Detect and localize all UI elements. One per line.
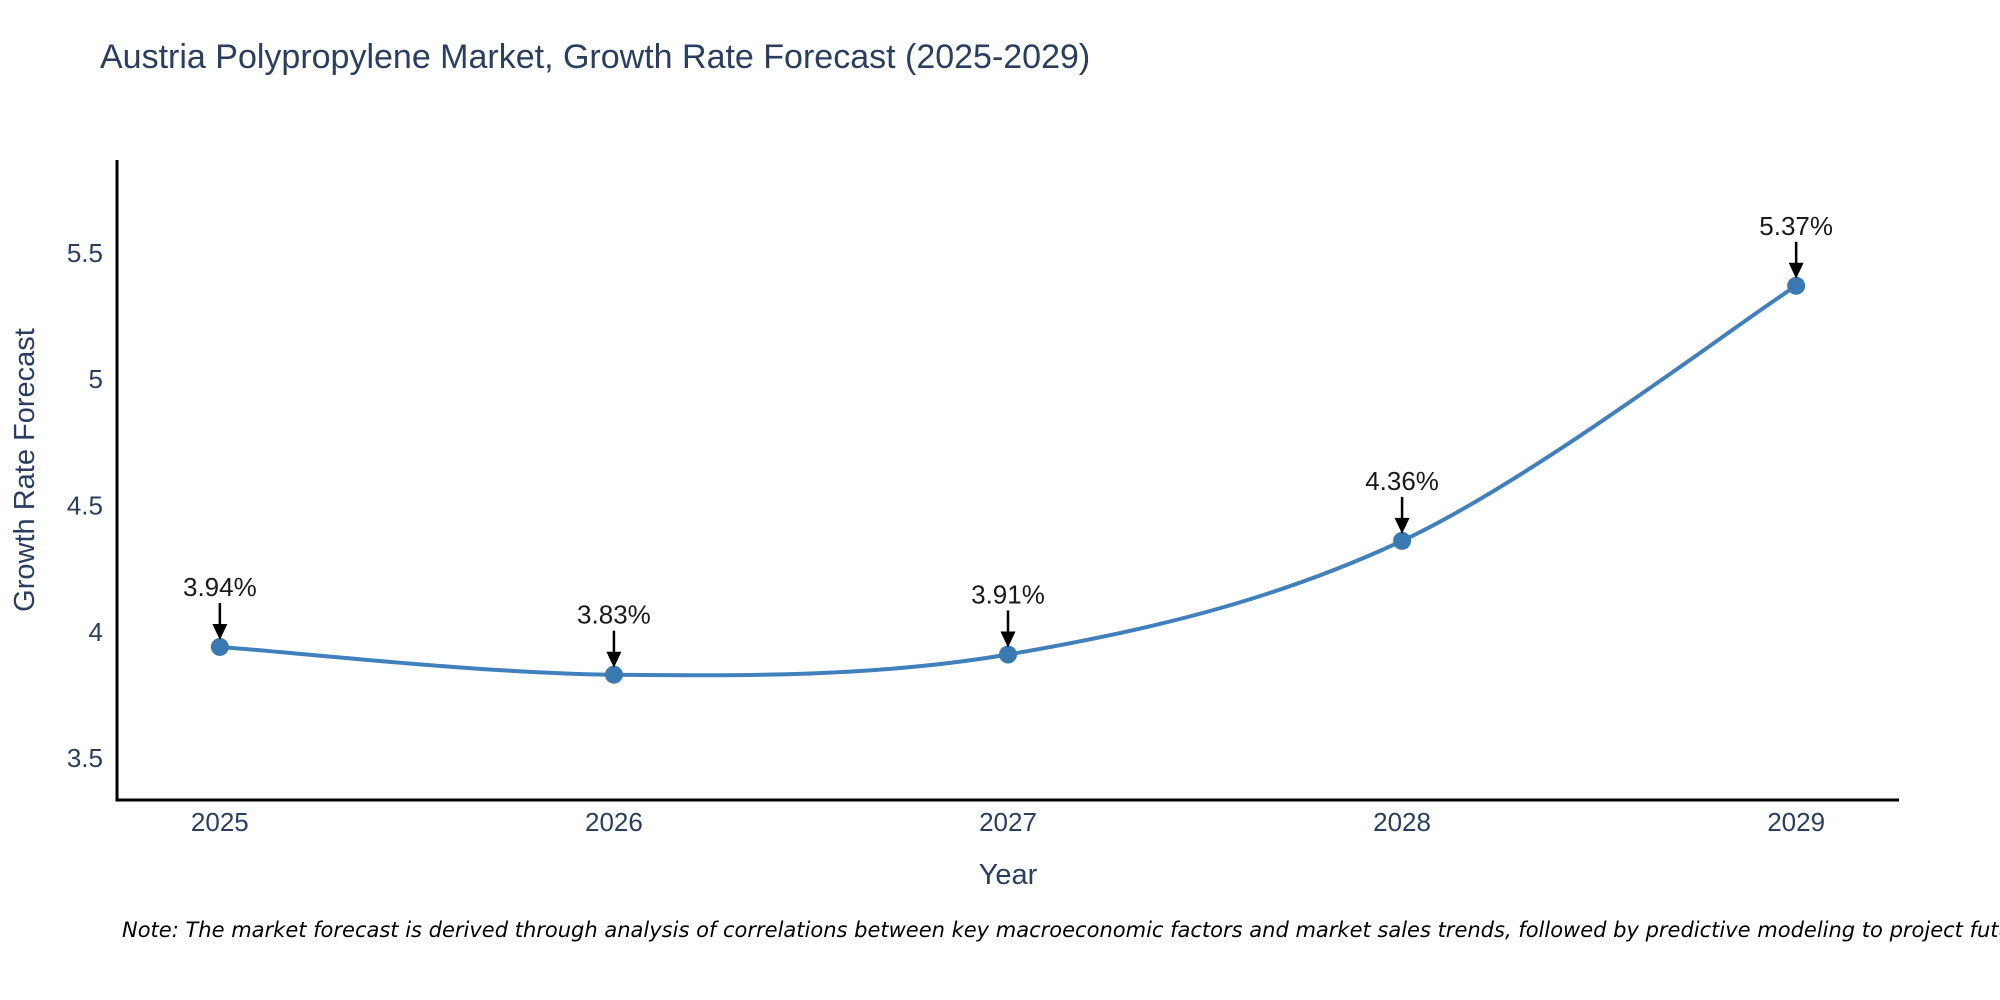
footnote: Note: The market forecast is derived thr… — [122, 918, 2000, 942]
y-axis-title: Growth Rate Forecast — [9, 328, 41, 612]
series-group — [210, 276, 1806, 684]
x-tick-label: 2026 — [585, 807, 643, 837]
data-point-2029[interactable] — [1787, 276, 1806, 295]
x-axis-title: Year — [979, 859, 1038, 891]
x-tick-label: 2025 — [191, 807, 249, 837]
point-value-label: 3.83% — [577, 600, 651, 630]
point-value-label: 3.91% — [971, 580, 1045, 610]
annotation-arrow-head-icon — [1394, 517, 1410, 534]
y-axis-ticks: 3.5 4 4.5 5 5.5 — [67, 238, 103, 773]
data-point-2026[interactable] — [604, 665, 623, 684]
point-value-label: 5.37% — [1759, 211, 1833, 241]
y-tick-label: 3.5 — [67, 743, 103, 773]
annotations-group: 3.94% 3.83% 3.91% 4.36% 5.37% — [183, 211, 1833, 668]
x-tick-label: 2027 — [979, 807, 1037, 837]
annotation-arrow-head-icon — [606, 651, 622, 668]
annotation-arrow-head-icon — [1000, 631, 1016, 648]
annotation-arrow-head-icon — [212, 623, 228, 640]
chart-title: Austria Polypropylene Market, Growth Rat… — [100, 38, 1091, 76]
growth-rate-line — [217, 283, 1799, 678]
data-point-2027[interactable] — [999, 645, 1017, 664]
y-tick-label: 5.5 — [67, 238, 103, 268]
annotation-arrow-head-icon — [1788, 262, 1804, 279]
y-tick-label: 4 — [89, 617, 103, 647]
x-axis-ticks: 2025 2026 2027 2028 2029 — [191, 807, 1825, 837]
point-value-label: 3.94% — [183, 572, 257, 602]
data-point-2025[interactable] — [210, 637, 229, 656]
x-tick-label: 2028 — [1373, 807, 1431, 837]
x-tick-label: 2029 — [1767, 807, 1825, 837]
point-value-label: 4.36% — [1365, 466, 1439, 496]
y-tick-label: 5 — [89, 364, 103, 394]
y-tick-label: 4.5 — [67, 491, 103, 521]
data-point-2028[interactable] — [1393, 531, 1412, 550]
